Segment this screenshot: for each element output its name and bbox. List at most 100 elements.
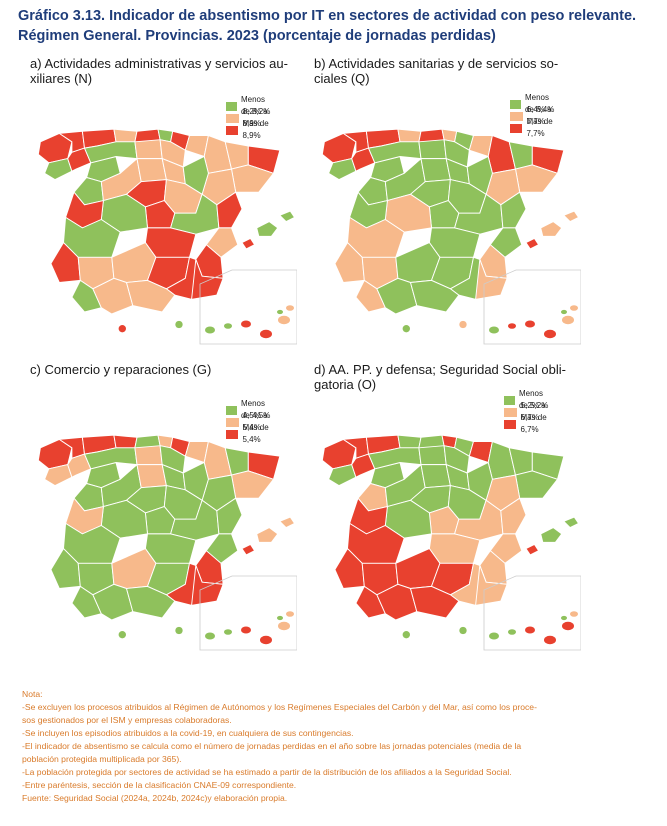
spain-provinces-svg — [321, 128, 581, 345]
legend-label-mid: 4,5% a 5,4% — [242, 411, 268, 432]
province-region — [256, 221, 279, 237]
province-region — [540, 221, 563, 237]
province-region — [397, 434, 422, 449]
canary-island — [561, 309, 567, 315]
note-line: población protegida multiplicada por 365… — [22, 754, 182, 764]
province-region — [487, 134, 517, 174]
canary-inset-frame — [199, 575, 297, 651]
canary-island — [286, 611, 294, 617]
map-legend: Menos de 6,4% 6,4% a 7,7% Más de 7,7% — [510, 93, 557, 138]
province-map — [316, 94, 581, 354]
province-region — [113, 434, 138, 449]
province-region — [397, 128, 422, 143]
canary-island — [205, 632, 215, 640]
canary-island — [489, 326, 499, 334]
province-region — [475, 565, 508, 606]
province-region — [540, 527, 563, 543]
autonomous-city — [459, 320, 467, 329]
note-line: -Se incluyen los episodios atribuidos a … — [22, 728, 354, 738]
map-legend: Menos de 8,2% 8,2% a 8,9% Más de 8,9% — [226, 95, 273, 140]
legend-label-mid: 8,2% a 8,9% — [242, 107, 268, 128]
panel-title-line2: gatoria (O) — [314, 377, 377, 392]
legend-swatch-low — [510, 99, 521, 109]
legend-label-low: Menos de 8,2% — [240, 95, 271, 116]
figure-title-line1: Gráfico 3.13. Indicador de absentismo po… — [18, 8, 637, 24]
province-region — [136, 158, 167, 183]
province-region — [278, 516, 296, 529]
province-region — [241, 543, 256, 556]
canary-island — [277, 615, 283, 621]
panel-title-line1: c) Comercio y reparaciones (G) — [30, 362, 212, 377]
legend-swatch-low — [226, 405, 237, 415]
province-region — [420, 158, 451, 183]
province-region — [216, 191, 243, 229]
legend-swatch-mid — [226, 417, 239, 427]
map-legend: Menos de 4,5% 4,5% a 5,4% Más de 5,4% — [226, 399, 273, 444]
province-region — [367, 447, 422, 470]
legend-swatch-high — [226, 429, 239, 439]
map-legend: Menos de 5,2% 5,2% a 6,7% Más de 6,7% — [504, 389, 551, 434]
autonomous-city — [402, 325, 410, 333]
legend-label-mid: 5,2% a 6,7% — [520, 401, 546, 422]
province-region — [203, 440, 233, 480]
province-region — [475, 259, 508, 300]
notes-block: Nota: -Se excluyen los procesos atribuid… — [22, 688, 622, 805]
canary-island — [224, 629, 232, 635]
province-region — [44, 158, 73, 181]
province-region — [125, 279, 176, 313]
note-line: -Entre paréntesis, sección de la clasifi… — [22, 780, 297, 790]
province-map — [32, 400, 297, 660]
autonomous-city — [175, 626, 183, 635]
legend-swatch-mid — [504, 407, 517, 417]
canary-island — [561, 615, 567, 621]
province-region — [489, 533, 523, 564]
province-region — [205, 227, 239, 258]
canary-island — [278, 621, 290, 631]
legend-label-high: Más de 6,7% — [520, 413, 547, 434]
autonomous-city — [402, 631, 410, 639]
legend-swatch-mid — [510, 111, 523, 121]
province-region — [418, 445, 447, 466]
province-region — [466, 461, 493, 502]
province-region — [134, 139, 163, 160]
autonomous-city — [175, 320, 183, 329]
figure-title-line2: Régimen General. Provincias. 2023 (porce… — [18, 28, 496, 44]
legend-swatch-low — [504, 395, 515, 405]
province-map — [316, 400, 581, 660]
province-region — [50, 547, 81, 590]
province-region — [466, 155, 493, 196]
legend-swatch-low — [226, 101, 237, 111]
province-region — [83, 447, 138, 470]
province-region — [136, 464, 167, 489]
spain-provinces-svg — [37, 434, 297, 651]
canary-island — [260, 635, 272, 645]
legend-swatch-high — [504, 419, 517, 429]
province-region — [500, 497, 527, 535]
canary-island — [241, 626, 251, 634]
canary-island — [278, 315, 290, 325]
province-region — [418, 139, 447, 160]
canary-inset-frame — [483, 269, 581, 345]
legend-swatch-high — [510, 123, 523, 133]
canary-island — [525, 626, 535, 634]
province-region — [420, 464, 451, 489]
note-line: -El indicador de absentismo se calcula c… — [22, 741, 522, 751]
autonomous-city — [118, 325, 126, 333]
province-region — [367, 141, 422, 164]
canary-island — [489, 632, 499, 640]
canary-island — [260, 329, 272, 339]
spain-provinces-svg — [321, 434, 581, 651]
province-region — [216, 497, 243, 535]
panel-title-line1: d) AA. PP. y defensa; Seguridad Social o… — [314, 362, 566, 377]
panel-title: c) Comercio y reparaciones (G) — [30, 362, 330, 377]
canary-island — [525, 320, 535, 328]
province-region — [125, 585, 176, 619]
province-region — [334, 547, 365, 590]
province-region — [71, 279, 102, 313]
spain-provinces-svg — [37, 128, 297, 345]
province-region — [44, 464, 73, 487]
panel-title-line1: b) Actividades sanitarias y de servicios… — [314, 56, 559, 71]
panel-title: a) Actividades administrativas y servici… — [30, 56, 330, 86]
province-region — [328, 158, 357, 181]
legend-label-high: Más de 8,9% — [242, 119, 269, 140]
